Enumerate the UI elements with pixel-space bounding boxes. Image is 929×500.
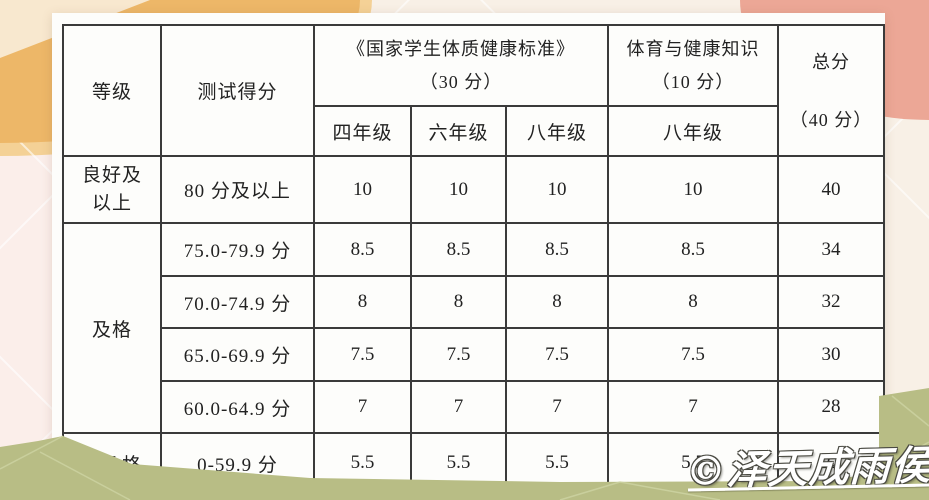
col-header-total: 总分 （40 分） <box>777 24 886 157</box>
cell-range: 70.0-74.9 分 <box>160 275 315 329</box>
cell-value: 5.5 <box>504 432 610 494</box>
cell-value: 7 <box>504 380 610 434</box>
cell-value: 7 <box>313 380 412 434</box>
cell-value: 8 <box>607 275 780 329</box>
cell-range: 75.0-79.9 分 <box>160 222 315 277</box>
table-row: 70.0-74.9 分 8 8 8 8 32 <box>63 275 886 329</box>
cell-value: 8.5 <box>504 222 610 277</box>
cell-value: 10 <box>607 155 780 224</box>
cell-total: 30 <box>777 327 886 382</box>
cell-value: 7.5 <box>504 327 610 382</box>
table-row: 60.0-64.9 分 7 7 7 7 28 <box>63 380 886 434</box>
cell-range: 60.0-64.9 分 <box>160 380 315 434</box>
col-header-grade: 等级 <box>62 24 162 157</box>
cell-value: 7 <box>410 380 507 434</box>
table-row: 及格 75.0-79.9 分 8.5 8.5 8.5 8.5 34 <box>62 222 886 434</box>
cell-value: 7.5 <box>410 327 507 382</box>
header-row-1: 等级 测试得分 《国家学生体质健康标准》 （30 分） 体育与健康知识 （10 … <box>62 24 886 157</box>
sub-header-grade8: 八年级 <box>504 105 610 157</box>
cell-grade-pass: 及格 <box>62 222 162 434</box>
cell-value: 5.5 <box>313 432 412 494</box>
cell-grade-good: 良好及 以上 <box>62 155 162 224</box>
table-card: 等级 测试得分 《国家学生体质健康标准》 （30 分） 体育与健康知识 （10 … <box>52 13 886 500</box>
cell-value: 10 <box>504 155 610 224</box>
cell-value: 8 <box>313 275 412 329</box>
cell-total: 40 <box>777 155 886 224</box>
col-header-knowledge: 体育与健康知识 （10 分） <box>607 24 780 107</box>
cell-value: 5.5 <box>410 432 507 494</box>
header-row-2: 四年级 六年级 八年级 八年级 <box>63 105 884 157</box>
cell-value: 8.5 <box>607 222 780 277</box>
cell-value: 7.5 <box>607 327 780 382</box>
table-row: 良好及 以上 80 分及以上 10 10 10 10 40 <box>62 155 886 224</box>
table-row: 65.0-69.9 分 7.5 7.5 7.5 7.5 30 <box>63 327 886 382</box>
cell-range: 80 分及以上 <box>160 155 315 224</box>
cell-grade-fail: 不及格 <box>62 432 162 494</box>
sub-header-grade8-knowledge: 八年级 <box>607 105 780 157</box>
sub-header-grade6: 六年级 <box>410 105 507 157</box>
cell-value: 7.5 <box>313 327 412 382</box>
cell-range: 65.0-69.9 分 <box>160 327 315 382</box>
cell-value: 8.5 <box>410 222 507 277</box>
cell-value: 8 <box>410 275 507 329</box>
col-header-national-standard: 《国家学生体质健康标准》 （30 分） <box>312 24 610 107</box>
cell-value: 7 <box>607 380 780 434</box>
cell-total: 32 <box>777 275 886 329</box>
cell-value: 8.5 <box>313 222 412 277</box>
cell-total: 34 <box>777 222 886 277</box>
cell-value: 8 <box>504 275 610 329</box>
score-table: 等级 测试得分 《国家学生体质健康标准》 （30 分） 体育与健康知识 （10 … <box>62 24 886 494</box>
sub-header-grade4: 四年级 <box>313 105 412 157</box>
col-header-test-score: 测试得分 <box>160 24 315 157</box>
cell-range: 0-59.9 分 <box>160 432 315 494</box>
cell-value: 10 <box>313 155 412 224</box>
cell-value: 10 <box>410 155 507 224</box>
cell-total: 28 <box>777 380 886 434</box>
